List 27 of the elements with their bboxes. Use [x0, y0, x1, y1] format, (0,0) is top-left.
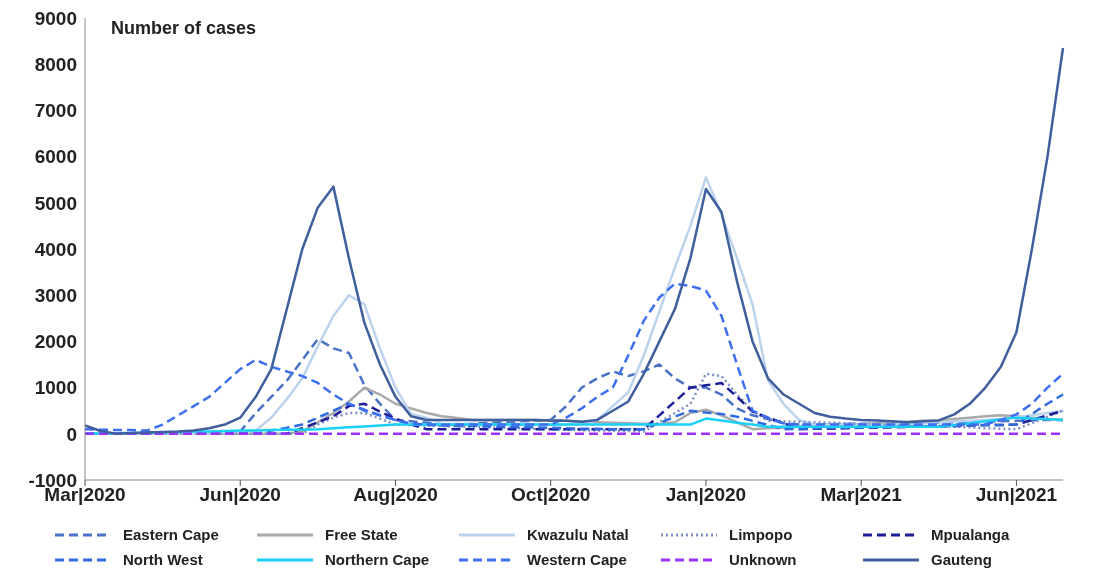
legend-label: North West	[123, 551, 203, 568]
legend-label: Free State	[325, 526, 398, 543]
x-tick-label: Oct|2020	[511, 484, 591, 506]
x-tick-label: Jun|2021	[975, 484, 1058, 506]
x-tick-label: Mar|2021	[820, 484, 903, 506]
legend-label: Unknown	[729, 551, 797, 568]
legend-label: Western Cape	[527, 551, 627, 568]
x-tick-label: Jan|2020	[665, 484, 747, 506]
legend-label: Kwazulu Natal	[527, 526, 629, 543]
legend-label: Eastern Cape	[123, 526, 219, 543]
y-tick-label: 2000	[34, 331, 77, 353]
y-tick-label: 9000	[34, 7, 77, 29]
y-tick-label: 1000	[34, 377, 77, 399]
x-tick-label: Jun|2020	[199, 484, 281, 506]
y-tick-label: 8000	[34, 53, 77, 75]
y-axis-title: Number of cases	[111, 18, 257, 39]
y-tick-label: 0	[66, 423, 77, 445]
y-tick-label: 3000	[34, 284, 77, 306]
legend-label: Mpualanga	[931, 526, 1010, 543]
legend-label: Gauteng	[931, 551, 992, 568]
legend-label: Limpopo	[729, 526, 793, 543]
y-tick-label: 4000	[34, 238, 77, 260]
y-tick-label: 5000	[34, 192, 77, 214]
y-tick-label: 7000	[34, 100, 77, 122]
x-tick-label: Aug|2020	[353, 484, 438, 506]
legend-label: Northern Cape	[325, 551, 430, 568]
y-tick-label: 6000	[34, 146, 77, 168]
